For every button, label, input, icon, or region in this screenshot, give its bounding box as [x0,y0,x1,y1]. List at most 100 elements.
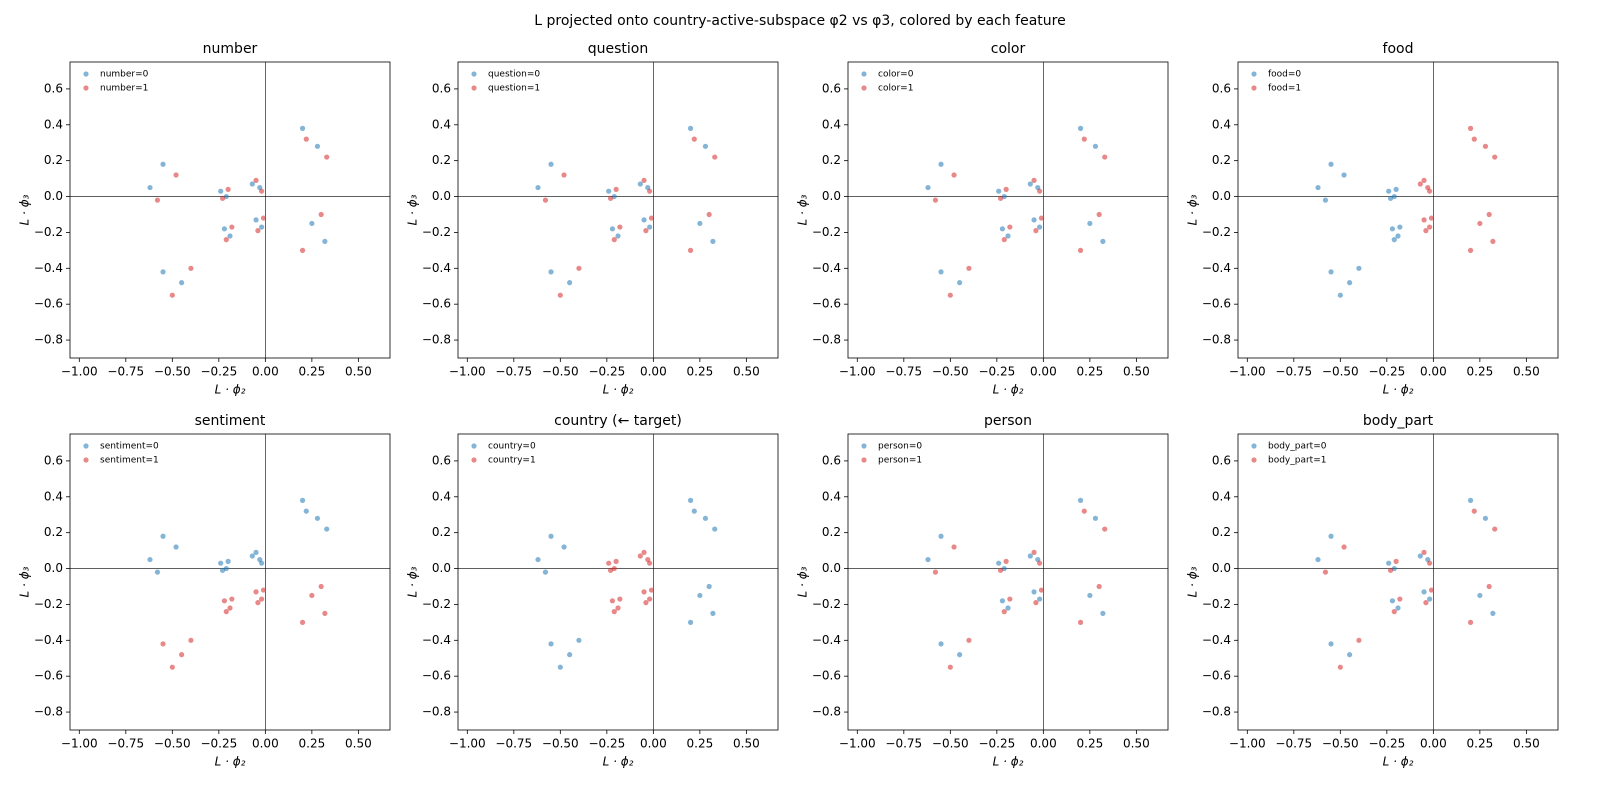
y-tick-label: −0.4 [422,261,451,275]
point [996,188,1002,194]
point [999,226,1006,232]
point [1001,237,1007,243]
point [1423,228,1429,234]
point [932,569,939,575]
point [712,154,718,160]
point [687,125,694,131]
x-tick-label: 0.25 [1077,737,1104,751]
point [999,598,1006,604]
x-axis-label: L · ϕ₂ [993,383,1024,397]
y-tick-label: 0.0 [432,561,451,575]
point [617,224,623,230]
x-tick-label: −0.25 [1368,365,1405,379]
x-tick-label: 0.25 [687,365,714,379]
y-tick-label: −0.2 [34,225,63,239]
point [1421,177,1427,183]
point [1003,558,1009,564]
point [548,641,554,647]
point [548,161,554,167]
point [1356,265,1362,271]
point [1081,508,1087,514]
point [1322,197,1329,203]
y-tick-label: −0.6 [422,297,451,311]
point [1087,592,1093,599]
point [1395,233,1401,239]
point [1337,664,1343,670]
point [561,544,567,550]
x-tick-label: 0.25 [1467,737,1494,751]
point [542,569,549,575]
point [318,211,324,218]
point [1001,609,1007,615]
point [160,269,166,275]
point [1421,217,1427,223]
point [160,533,166,539]
legend-marker [83,443,89,449]
point [147,184,153,191]
point [702,143,709,149]
point [1341,172,1347,178]
x-axis-label: L · ϕ₂ [1383,755,1414,769]
point [1005,605,1011,611]
point [229,224,235,230]
legend-label: color=1 [878,84,913,94]
y-tick-label: 0.0 [822,561,841,575]
point [1386,188,1392,194]
y-axis-label: L · ϕ₃ [1186,194,1200,225]
point [1322,569,1329,575]
y-tick-label: 0.6 [44,81,63,95]
y-tick-label: 0.2 [432,153,451,167]
y-tick-label: −0.2 [812,225,841,239]
point [966,265,972,271]
y-tick-label: −0.8 [422,333,451,347]
point [303,136,309,142]
x-tick-label: 0.50 [1123,737,1150,751]
y-tick-label: −0.6 [34,669,63,683]
point [1092,143,1099,149]
point [647,560,653,566]
x-tick-label: −1.00 [449,365,486,379]
y-tick-label: 0.6 [432,453,451,467]
point [1477,592,1483,599]
point [1328,269,1334,275]
x-tick-label: 0.50 [733,365,760,379]
y-tick-label: 0.0 [44,561,63,575]
point [567,280,573,286]
point [160,641,166,647]
x-tick-label: −1.00 [449,737,486,751]
y-axis-label: L · ϕ₃ [406,566,420,597]
point [1347,652,1353,658]
point [259,224,265,230]
point [637,553,643,559]
y-tick-label: 0.4 [822,489,841,503]
legend-label: body_part=0 [1268,442,1327,452]
point [221,226,228,232]
point [253,589,259,595]
point [710,238,716,244]
y-tick-label: −0.2 [422,597,451,611]
point [1077,247,1084,253]
legend-label: question=0 [488,70,540,80]
point [1386,560,1392,566]
point [1337,292,1343,298]
x-tick-label: −0.25 [978,737,1015,751]
point [1102,526,1108,532]
point [1427,188,1433,194]
y-tick-label: 0.2 [1212,153,1231,167]
x-axis-label: L · ϕ₂ [603,383,634,397]
x-tick-label: −0.50 [542,737,579,751]
x-tick-label: −1.00 [61,365,98,379]
point [1467,125,1474,131]
point [309,592,315,599]
x-tick-label: −1.00 [1229,365,1266,379]
point [229,596,235,602]
legend-marker [861,71,867,77]
point [1031,217,1037,223]
point [1328,533,1334,539]
legend-label: number=1 [100,84,148,94]
legend-marker [83,71,89,77]
point [1341,544,1347,550]
point [641,549,647,556]
axes-frame [457,433,779,731]
